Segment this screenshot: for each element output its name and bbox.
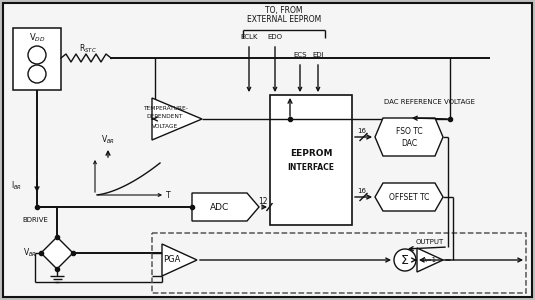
Text: T: T [166, 191, 170, 200]
Bar [270, 95, 352, 225]
Bar [152, 233, 526, 293]
Circle shape [394, 249, 416, 271]
Polygon shape [375, 118, 443, 156]
Text: 16: 16 [357, 128, 366, 134]
Text: FSO TC: FSO TC [396, 127, 422, 136]
Text: V$_{BR}$: V$_{BR}$ [101, 134, 115, 146]
Text: DAC: DAC [401, 139, 417, 148]
Text: INTERFACE: INTERFACE [287, 164, 334, 172]
Text: ECS: ECS [293, 52, 307, 58]
Text: EDI: EDI [312, 52, 324, 58]
Text: OFFSET TC: OFFSET TC [389, 193, 429, 202]
Polygon shape [192, 193, 259, 221]
Text: DEPENDENT: DEPENDENT [147, 115, 183, 119]
Text: EEPROM: EEPROM [290, 149, 332, 158]
Text: $\Sigma$: $\Sigma$ [400, 254, 410, 268]
Text: OUTPUT: OUTPUT [416, 239, 444, 245]
Polygon shape [417, 248, 443, 272]
Text: V$_{DD}$: V$_{DD}$ [29, 32, 45, 44]
Text: R$_{STC}$: R$_{STC}$ [79, 43, 97, 55]
Text: VOLTAGE: VOLTAGE [152, 124, 178, 128]
Text: DAC REFERENCE VOLTAGE: DAC REFERENCE VOLTAGE [385, 99, 476, 105]
Text: PGA: PGA [163, 256, 181, 265]
Polygon shape [375, 183, 443, 211]
Polygon shape [162, 244, 197, 276]
Text: TO, FROM: TO, FROM [265, 5, 303, 14]
Text: EDO: EDO [268, 34, 282, 40]
Text: I$_{BR}$: I$_{BR}$ [11, 180, 22, 192]
Bar [13, 28, 61, 90]
Polygon shape [41, 237, 73, 269]
Text: TEMPERATURE-: TEMPERATURE- [142, 106, 187, 110]
Text: ECLK: ECLK [240, 34, 258, 40]
Text: A=1: A=1 [423, 257, 438, 263]
Polygon shape [152, 98, 202, 140]
Circle shape [28, 65, 46, 83]
Text: ADC: ADC [210, 202, 229, 211]
Text: BDRIVE: BDRIVE [22, 217, 48, 223]
Text: 12: 12 [258, 196, 268, 206]
Text: EXTERNAL EEPROM: EXTERNAL EEPROM [247, 16, 321, 25]
Circle shape [28, 46, 46, 64]
Text: V$_{BR}$: V$_{BR}$ [23, 247, 37, 259]
Text: 16: 16 [357, 188, 366, 194]
